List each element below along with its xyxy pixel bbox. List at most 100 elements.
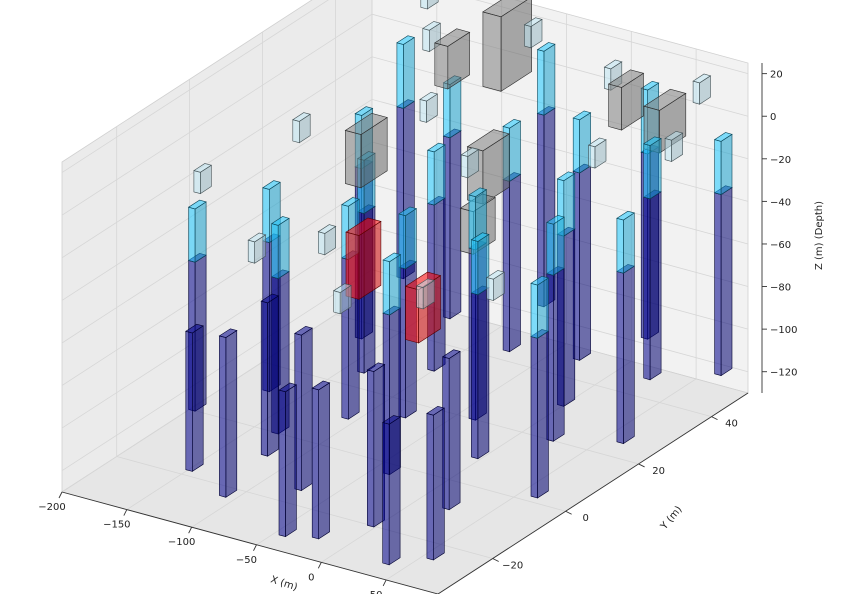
box-face-top [193, 163, 213, 173]
data-box [442, 128, 462, 320]
grid-line-z [61, 0, 749, 173]
y-tick-label: 20 [652, 466, 665, 477]
data-box [692, 73, 712, 105]
box-face-top [441, 349, 461, 359]
data-box [426, 142, 446, 206]
box-face-front [185, 330, 193, 472]
data-box [616, 210, 636, 274]
box-face-front [193, 170, 201, 194]
box-face-top [486, 270, 506, 280]
box-face-top [262, 180, 281, 190]
data-box [482, 0, 533, 92]
box-face-right [389, 254, 401, 316]
box-face-top [398, 206, 418, 217]
box-face-front [572, 117, 580, 174]
data-box [260, 293, 280, 457]
box-face-front [471, 239, 479, 296]
box-face-top [260, 293, 280, 304]
x-tick [253, 544, 257, 551]
data-box [572, 163, 592, 361]
box-face-front [382, 422, 390, 566]
box-face-right [623, 212, 635, 274]
box-face-front [486, 277, 494, 301]
data-box [292, 112, 311, 144]
box-face-right [563, 173, 576, 237]
box-face-top [482, 0, 528, 18]
y-tick [565, 510, 572, 515]
box-face-top [341, 197, 360, 207]
data-box [185, 323, 204, 472]
box-face-right [318, 382, 330, 540]
box-face-top [470, 232, 490, 242]
z-axis-label: Z (m) (Depth) [814, 201, 825, 270]
box-face-front [311, 387, 320, 540]
data-box [616, 264, 636, 445]
data-box [546, 214, 565, 276]
box-face-front [530, 336, 538, 499]
box-face-front [188, 206, 196, 263]
x-axis-line [61, 491, 439, 594]
data-box [193, 163, 213, 195]
data-box [502, 172, 522, 353]
box-face-top [426, 405, 446, 416]
axes: −200−150−100−50050−2002040200−20−40−60−8… [38, 63, 797, 594]
data-box [366, 362, 386, 528]
box-face-right [720, 186, 733, 377]
box-face-top [366, 362, 386, 372]
z-tick-label: −20 [770, 155, 791, 166]
box-face-right [449, 130, 462, 320]
box-face-right [563, 228, 576, 407]
box-face-right [623, 265, 635, 445]
box-face-front [345, 130, 362, 189]
box-face-front [643, 196, 651, 381]
box-face-front [616, 271, 624, 444]
data-box [247, 232, 267, 264]
box-face-top [415, 278, 435, 288]
x-axis-label: X (m) [269, 574, 299, 593]
box-face-right [543, 43, 556, 116]
box-face-right [403, 36, 415, 109]
box-face-front [714, 192, 722, 376]
box-face-top [616, 210, 636, 221]
data-box [530, 329, 550, 499]
x-tick-label: −50 [236, 555, 257, 566]
box-face-right [388, 416, 401, 566]
y-tick [638, 463, 645, 468]
box-face-right [649, 191, 662, 381]
box-face-front [271, 223, 279, 279]
box-face-front [366, 369, 375, 528]
box-face-front [537, 49, 545, 116]
box-face-top [460, 147, 480, 157]
z-tick-label: −120 [770, 368, 797, 379]
y-tick-label: 0 [582, 513, 588, 524]
data-box [486, 270, 506, 302]
box-face-top [185, 323, 204, 334]
box-face-top [404, 271, 442, 291]
box-face-top [556, 171, 576, 182]
data-box [381, 415, 401, 566]
data-box [642, 136, 662, 200]
y-tick [492, 558, 499, 562]
box-face-front [643, 143, 651, 200]
box-face-top [292, 112, 311, 122]
box-face-front [714, 139, 722, 195]
z-tick-label: 20 [770, 70, 783, 81]
box-face-top [396, 35, 416, 45]
box-face-front [434, 42, 449, 90]
data-box [415, 278, 435, 310]
box-face-top [664, 130, 684, 141]
box-face-right [477, 287, 490, 460]
box-face-top [640, 80, 660, 91]
box-face-top [468, 187, 488, 198]
box-face-front [247, 239, 255, 264]
x-tick [317, 562, 322, 569]
box-face-right [649, 137, 662, 200]
z-tick-label: 0 [770, 112, 776, 123]
data-box [470, 285, 490, 460]
box-face-front [426, 413, 434, 561]
box-face-top [187, 199, 207, 210]
box-face-front [420, 0, 428, 10]
box-face-right [405, 208, 417, 270]
data-box [396, 35, 416, 109]
data-box [344, 112, 388, 189]
